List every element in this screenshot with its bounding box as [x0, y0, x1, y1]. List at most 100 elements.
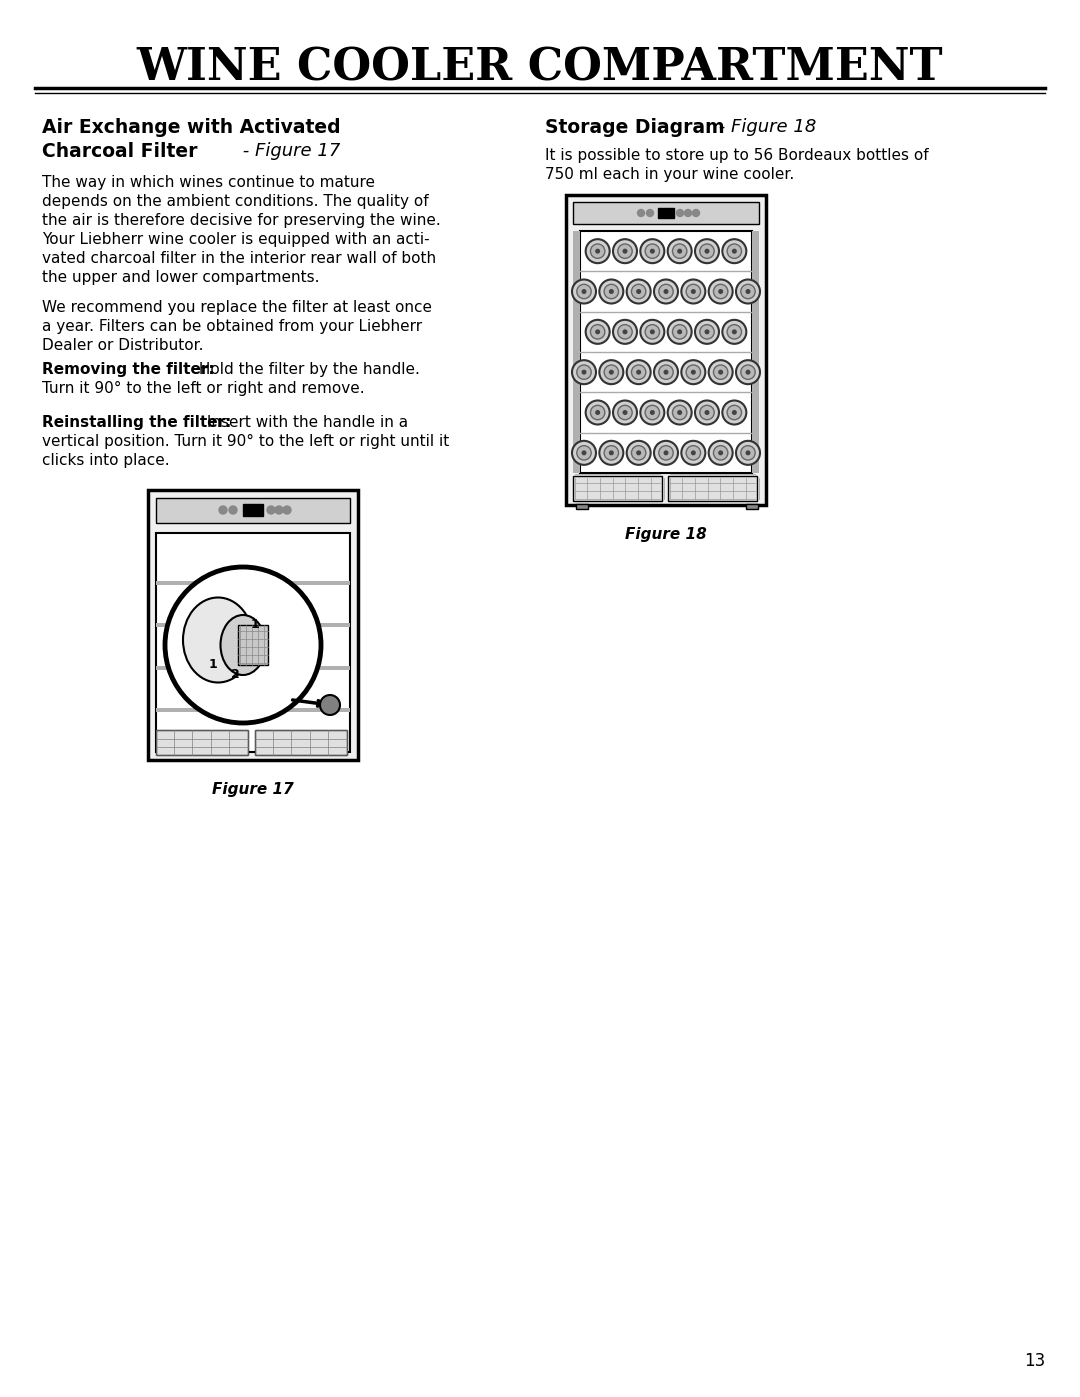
Circle shape [732, 250, 737, 253]
Bar [576, 504, 588, 509]
Text: Reinstalling the filter:: Reinstalling the filter: [42, 415, 231, 430]
Text: - Figure 17: - Figure 17 [237, 142, 340, 161]
Circle shape [613, 239, 637, 263]
Bar [658, 208, 674, 218]
Text: WINE COOLER COMPARTMENT: WINE COOLER COMPARTMENT [137, 46, 943, 89]
Text: Figure 17: Figure 17 [212, 782, 294, 798]
Circle shape [591, 324, 605, 339]
Circle shape [681, 360, 705, 384]
Bar [573, 203, 759, 224]
Circle shape [686, 365, 701, 380]
Text: Your Liebherr wine cooler is equipped with an acti-: Your Liebherr wine cooler is equipped wi… [42, 232, 430, 247]
Circle shape [708, 279, 732, 303]
Circle shape [664, 370, 667, 374]
Text: 1: 1 [208, 658, 217, 672]
Circle shape [691, 370, 696, 374]
Bar [156, 731, 248, 754]
Text: We recommend you replace the filter at least once: We recommend you replace the filter at l… [42, 300, 432, 314]
Bar [669, 476, 757, 502]
Circle shape [727, 244, 742, 258]
FancyBboxPatch shape [566, 196, 766, 504]
Circle shape [727, 324, 742, 339]
Circle shape [705, 330, 708, 334]
Circle shape [746, 451, 750, 454]
Circle shape [708, 441, 732, 465]
Circle shape [647, 210, 653, 217]
Text: Figure 18: Figure 18 [625, 527, 707, 542]
Circle shape [604, 365, 619, 380]
Circle shape [219, 506, 227, 514]
Circle shape [719, 289, 723, 293]
Circle shape [640, 401, 664, 425]
Circle shape [585, 239, 610, 263]
Circle shape [664, 451, 667, 454]
Circle shape [714, 446, 728, 460]
Circle shape [696, 320, 719, 344]
Text: the upper and lower compartments.: the upper and lower compartments. [42, 270, 320, 285]
Circle shape [609, 370, 613, 374]
Circle shape [585, 401, 610, 425]
Circle shape [637, 451, 640, 454]
Circle shape [604, 446, 619, 460]
Text: Removing the filter:: Removing the filter: [42, 362, 215, 377]
Circle shape [667, 239, 691, 263]
Text: 750 ml each in your wine cooler.: 750 ml each in your wine cooler. [545, 168, 794, 182]
Circle shape [572, 360, 596, 384]
Circle shape [654, 441, 678, 465]
Circle shape [650, 330, 654, 334]
Circle shape [732, 411, 737, 415]
Circle shape [700, 405, 714, 419]
Circle shape [673, 405, 687, 419]
Circle shape [599, 279, 623, 303]
Circle shape [618, 324, 632, 339]
Circle shape [645, 244, 660, 258]
Circle shape [591, 244, 605, 258]
Circle shape [673, 324, 687, 339]
Circle shape [667, 401, 691, 425]
Circle shape [696, 401, 719, 425]
Circle shape [320, 694, 340, 715]
Circle shape [708, 360, 732, 384]
Bar [156, 708, 350, 712]
Circle shape [686, 446, 701, 460]
Text: 1: 1 [251, 619, 259, 631]
Bar [156, 534, 350, 752]
Text: Turn it 90° to the left or right and remove.: Turn it 90° to the left or right and rem… [42, 381, 365, 395]
Circle shape [623, 250, 626, 253]
Text: The way in which wines continue to mature: The way in which wines continue to matur… [42, 175, 375, 190]
Text: Storage Diagram: Storage Diagram [545, 117, 725, 137]
Circle shape [664, 289, 667, 293]
Bar [238, 624, 268, 665]
Bar [156, 665, 350, 669]
Circle shape [723, 401, 746, 425]
Circle shape [659, 285, 673, 299]
Circle shape [585, 320, 610, 344]
Bar [573, 231, 580, 474]
Circle shape [632, 365, 646, 380]
Text: It is possible to store up to 56 Bordeaux bottles of: It is possible to store up to 56 Bordeau… [545, 148, 929, 163]
Circle shape [645, 405, 660, 419]
Text: Insert with the handle in a: Insert with the handle in a [202, 415, 408, 430]
FancyBboxPatch shape [148, 490, 357, 760]
Circle shape [618, 405, 632, 419]
Circle shape [723, 239, 746, 263]
Bar [243, 504, 264, 515]
Circle shape [596, 411, 599, 415]
Circle shape [727, 405, 742, 419]
Text: 2: 2 [231, 669, 240, 682]
Circle shape [613, 320, 637, 344]
Circle shape [572, 441, 596, 465]
Circle shape [637, 370, 640, 374]
Circle shape [599, 360, 623, 384]
Circle shape [618, 244, 632, 258]
Circle shape [735, 279, 760, 303]
Circle shape [746, 370, 750, 374]
Text: - Figure 18: - Figure 18 [713, 117, 816, 136]
Bar [746, 504, 758, 509]
Circle shape [577, 365, 591, 380]
Circle shape [681, 279, 705, 303]
Circle shape [591, 405, 605, 419]
Circle shape [714, 285, 728, 299]
Circle shape [572, 279, 596, 303]
Circle shape [640, 239, 664, 263]
